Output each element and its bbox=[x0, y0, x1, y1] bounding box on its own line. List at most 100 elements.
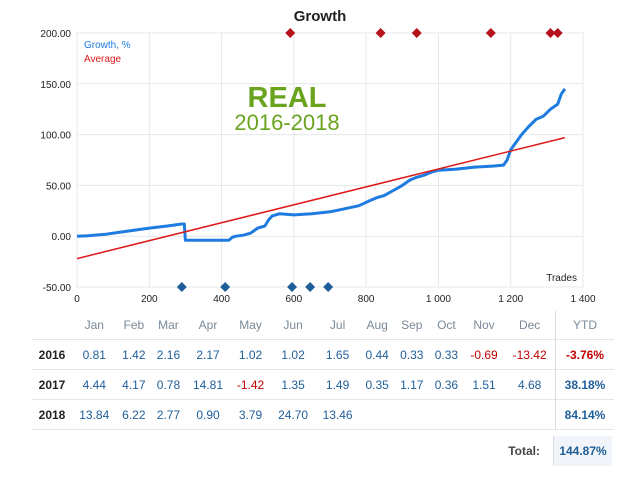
year-cell: 2018 bbox=[32, 399, 72, 430]
value-cell: 1.65 bbox=[315, 339, 360, 370]
x-tick-label: 400 bbox=[213, 294, 230, 305]
chart-title: Growth bbox=[294, 8, 347, 25]
top-trade-marker bbox=[285, 28, 296, 38]
month-header: Mar bbox=[158, 318, 179, 332]
value-cell: 0.33 bbox=[429, 339, 464, 370]
x-axis-ticks: 0 200 400 600 800 1 000 1 200 1 400 bbox=[74, 294, 596, 305]
average-line bbox=[76, 136, 566, 260]
month-header: Jul bbox=[329, 318, 346, 332]
table-row: 2018 13.84 6.22 2.77 0.90 3.79 24.70 13.… bbox=[32, 399, 614, 430]
month-header: Oct bbox=[437, 318, 456, 332]
value-cell: 1.17 bbox=[394, 369, 430, 400]
value-cell: 1.35 bbox=[270, 369, 316, 400]
plot-area bbox=[76, 32, 584, 288]
x-tick-label: 600 bbox=[286, 294, 303, 305]
ytd-cell: 84.14% bbox=[555, 399, 614, 430]
value-cell: 6.22 bbox=[116, 399, 152, 430]
top-trade-marker bbox=[411, 28, 422, 38]
year-cell: 2016 bbox=[32, 339, 72, 370]
value-cell: 3.79 bbox=[230, 399, 271, 430]
year-cell: 2017 bbox=[32, 369, 72, 400]
series-group bbox=[76, 88, 567, 260]
bottom-trade-marker bbox=[323, 282, 334, 292]
month-header: Sep bbox=[401, 318, 423, 332]
month-header: Nov bbox=[473, 318, 495, 332]
ytd-cell: -3.76% bbox=[555, 339, 614, 370]
year-header bbox=[32, 311, 72, 340]
y-tick-label: 50.00 bbox=[46, 181, 71, 192]
growth-chart: Growth 200.00 150.00 100.00 50.00 0.00 -50.00… bbox=[40, 8, 596, 305]
overlay-title: REAL bbox=[248, 82, 327, 114]
grid-lines bbox=[76, 32, 584, 288]
x-tick-label: 1 000 bbox=[426, 294, 451, 305]
month-header: May bbox=[239, 318, 262, 332]
value-cell: 4.68 bbox=[504, 369, 556, 400]
value-cell: 0.90 bbox=[185, 399, 231, 430]
total-label: Total: bbox=[508, 444, 540, 458]
table-row: 2017 4.44 4.17 0.78 14.81 -1.42 1.35 1.4… bbox=[32, 369, 614, 400]
value-cell: 0.44 bbox=[359, 339, 395, 370]
x-tick-label: 800 bbox=[358, 294, 375, 305]
monthly-returns-table: Jan Feb Mar Apr May Jun Jul Aug Sep Oct … bbox=[32, 311, 614, 430]
value-cell bbox=[463, 399, 505, 430]
value-cell: 1.51 bbox=[463, 369, 505, 400]
overlay-subtitle: 2016-2018 bbox=[234, 110, 339, 135]
month-header: Feb bbox=[123, 318, 145, 332]
bottom-trade-marker bbox=[176, 282, 187, 292]
x-axis-label: Trades bbox=[546, 273, 577, 284]
value-cell: 1.02 bbox=[270, 339, 316, 370]
value-cell: -0.69 bbox=[463, 339, 505, 370]
month-header: Jun bbox=[283, 318, 303, 332]
y-tick-label: 0.00 bbox=[52, 232, 72, 243]
month-header: Apr bbox=[198, 318, 218, 332]
value-cell bbox=[429, 399, 464, 430]
trade-markers bbox=[176, 28, 563, 292]
value-cell: 13.46 bbox=[315, 399, 360, 430]
top-trade-marker bbox=[552, 28, 563, 38]
ytd-header: YTD bbox=[555, 311, 614, 340]
value-cell: 0.81 bbox=[72, 339, 117, 370]
value-cell: 2.17 bbox=[185, 339, 231, 370]
x-tick-label: 200 bbox=[141, 294, 158, 305]
month-header: Jan bbox=[84, 318, 104, 332]
legend-average: Average bbox=[84, 54, 122, 65]
value-cell: 1.49 bbox=[315, 369, 360, 400]
month-header: Aug bbox=[366, 318, 388, 332]
value-cell bbox=[394, 399, 430, 430]
ytd-cell: 38.18% bbox=[555, 369, 614, 400]
y-tick-label: -50.00 bbox=[43, 283, 72, 294]
value-cell: 1.02 bbox=[230, 339, 271, 370]
value-cell: 13.84 bbox=[72, 399, 117, 430]
top-trade-marker bbox=[485, 28, 496, 38]
x-tick-label: 0 bbox=[74, 294, 80, 305]
top-trade-marker bbox=[375, 28, 386, 38]
table-header-row: Jan Feb Mar Apr May Jun Jul Aug Sep Oct … bbox=[32, 311, 614, 340]
bottom-trade-marker bbox=[287, 282, 298, 292]
value-cell: 24.70 bbox=[270, 399, 316, 430]
table-row: 2016 0.81 1.42 2.16 2.17 1.02 1.02 1.65 … bbox=[32, 339, 614, 370]
value-cell: -1.42 bbox=[230, 369, 271, 400]
y-tick-label: 100.00 bbox=[40, 131, 71, 142]
month-header: Dec bbox=[518, 318, 541, 332]
y-tick-label: 200.00 bbox=[40, 29, 71, 40]
top-trade-marker bbox=[545, 28, 556, 38]
value-cell: 4.17 bbox=[116, 369, 152, 400]
value-cell: 2.16 bbox=[151, 339, 186, 370]
value-cell: 1.42 bbox=[116, 339, 152, 370]
value-cell: 2.77 bbox=[151, 399, 186, 430]
legend-growth: Growth, % bbox=[84, 40, 131, 51]
bottom-trade-marker bbox=[305, 282, 316, 292]
growth-line bbox=[76, 88, 567, 242]
value-cell: 0.78 bbox=[151, 369, 186, 400]
value-cell bbox=[504, 399, 556, 430]
y-axis-ticks: 200.00 150.00 100.00 50.00 0.00 -50.00 bbox=[40, 29, 71, 294]
y-tick-label: 150.00 bbox=[40, 80, 71, 91]
value-cell: 14.81 bbox=[185, 369, 231, 400]
value-cell: 0.35 bbox=[359, 369, 395, 400]
value-cell: 0.33 bbox=[394, 339, 430, 370]
x-tick-label: 1 200 bbox=[498, 294, 523, 305]
value-cell: 4.44 bbox=[72, 369, 117, 400]
value-cell bbox=[359, 399, 395, 430]
total-value: 144.87% bbox=[553, 436, 612, 466]
value-cell: 0.36 bbox=[429, 369, 464, 400]
